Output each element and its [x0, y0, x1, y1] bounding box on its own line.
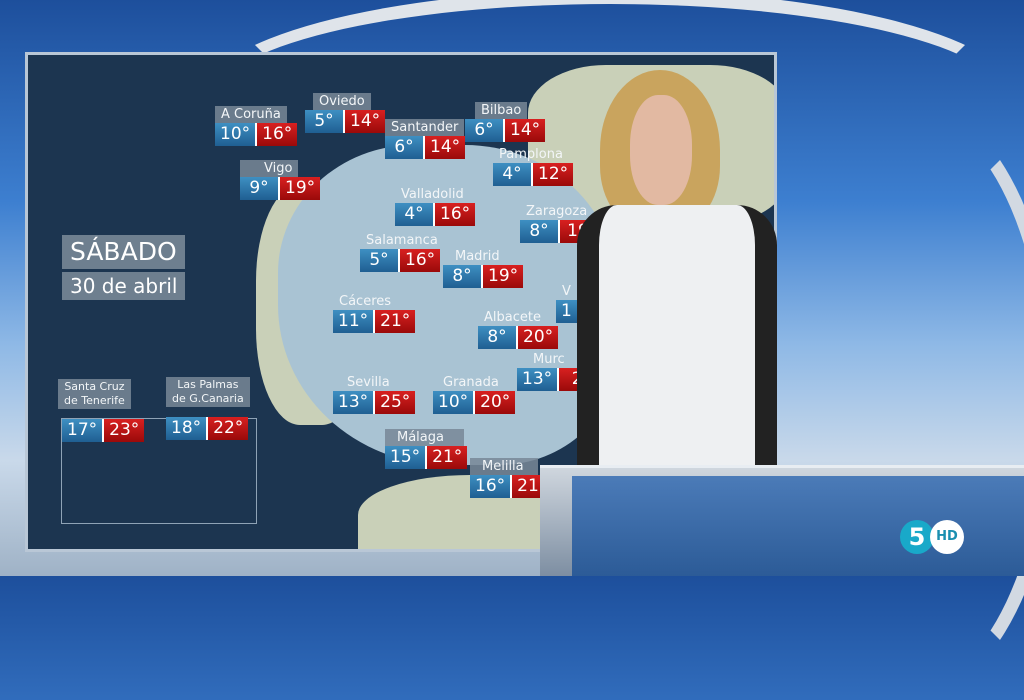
min-temp: 10°	[433, 391, 474, 414]
city-name-line1: Santa Cruz	[64, 380, 125, 393]
min-temp: 5°	[305, 110, 343, 133]
city-name: Oviedo	[313, 93, 371, 110]
date-label: 30 de abril	[62, 272, 186, 300]
city-valladolid: Valladolid 4° 16°	[395, 183, 476, 226]
city-oviedo: Oviedo 5° 14°	[305, 90, 386, 133]
city-name: Valladolid	[401, 187, 464, 202]
max-temp: 16°	[255, 123, 298, 146]
presenter-dress	[577, 205, 777, 485]
city-name: Madrid	[455, 249, 500, 264]
city-name: Vigo	[240, 160, 299, 177]
min-temp: 5°	[360, 249, 398, 272]
city-granada: Granada 10° 20°	[433, 371, 516, 414]
min-temp: 6°	[385, 136, 423, 159]
studio-arch	[200, 0, 1020, 210]
min-temp: 10°	[215, 123, 256, 146]
min-temp: 9°	[240, 177, 278, 200]
city-name: Santander	[385, 119, 465, 136]
max-temp: 21°	[373, 310, 416, 333]
min-temp: 11°	[333, 310, 374, 333]
city-las-palmas: Las Palmas de G.Canaria 18° 22°	[166, 377, 250, 440]
max-temp: 21°	[425, 446, 468, 469]
city-name: Murc	[533, 352, 565, 367]
max-temp: 19°	[278, 177, 321, 200]
max-temp: 16°	[398, 249, 441, 272]
min-temp: 15°	[385, 446, 426, 469]
city-name: V	[562, 284, 571, 299]
channel-5-logo: 5	[900, 520, 934, 554]
min-temp: 1	[556, 300, 577, 323]
city-name: Melilla	[470, 458, 538, 475]
city-name: Salamanca	[366, 233, 438, 248]
city-name-line2: de Tenerife	[64, 394, 125, 407]
max-temp: 14°	[503, 119, 546, 142]
weekday-label: SÁBADO	[62, 235, 185, 269]
presenter-face	[630, 95, 692, 205]
city-name: A Coruña	[215, 106, 287, 123]
city-albacete: Albacete 8° 20°	[478, 306, 559, 349]
city-name: Zaragoza	[526, 204, 588, 219]
city-santander: Santander 6° 14°	[385, 116, 466, 159]
max-temp: 22°	[206, 417, 249, 440]
max-temp: 20°	[473, 391, 516, 414]
presenter	[565, 65, 780, 485]
city-name-line2: de G.Canaria	[172, 392, 244, 405]
city-name: Pamplona	[499, 147, 563, 162]
city-a-coruna: A Coruña 10° 16°	[215, 103, 298, 146]
city-salamanca: Salamanca 5° 16°	[360, 229, 444, 272]
city-name: Santa Cruz de Tenerife	[58, 379, 131, 409]
city-santa-cruz-tenerife: Santa Cruz de Tenerife 17° 23°	[58, 379, 145, 442]
city-caceres: Cáceres 11° 21°	[333, 290, 416, 333]
city-malaga: Málaga 15° 21°	[385, 426, 468, 469]
min-temp: 17°	[62, 419, 103, 442]
max-temp: 23°	[102, 419, 145, 442]
min-temp: 16°	[470, 475, 511, 498]
max-temp: 14°	[423, 136, 466, 159]
min-temp: 18°	[166, 417, 207, 440]
channel-logo: 5 HD	[900, 520, 964, 554]
max-temp: 25°	[373, 391, 416, 414]
city-name: Bilbao	[475, 102, 528, 119]
min-temp: 4°	[395, 203, 433, 226]
min-temp: 6°	[465, 119, 503, 142]
min-temp: 8°	[478, 326, 516, 349]
city-name: Las Palmas de G.Canaria	[166, 377, 250, 407]
city-bilbao: Bilbao 6° 14°	[465, 99, 546, 142]
city-name: Albacete	[484, 310, 541, 325]
min-temp: 8°	[520, 220, 558, 243]
min-temp: 13°	[517, 368, 558, 391]
canarias-inset	[61, 418, 257, 524]
city-name: Málaga	[385, 429, 464, 446]
hd-badge: HD	[930, 520, 964, 554]
max-temp: 14°	[343, 110, 386, 133]
max-temp: 20°	[516, 326, 559, 349]
city-sevilla: Sevilla 13° 25°	[333, 371, 416, 414]
min-temp: 8°	[443, 265, 481, 288]
city-name: Sevilla	[347, 375, 390, 390]
max-temp: 12°	[531, 163, 574, 186]
city-name: Cáceres	[339, 294, 392, 309]
city-name: Granada	[443, 375, 499, 390]
max-temp: 19°	[481, 265, 524, 288]
city-name-line1: Las Palmas	[177, 378, 239, 391]
city-vigo: Vigo 9° 19°	[240, 157, 321, 200]
city-pamplona: Pamplona 4° 12°	[493, 143, 574, 186]
min-temp: 4°	[493, 163, 531, 186]
min-temp: 13°	[333, 391, 374, 414]
max-temp: 16°	[433, 203, 476, 226]
city-madrid: Madrid 8° 19°	[443, 245, 524, 288]
